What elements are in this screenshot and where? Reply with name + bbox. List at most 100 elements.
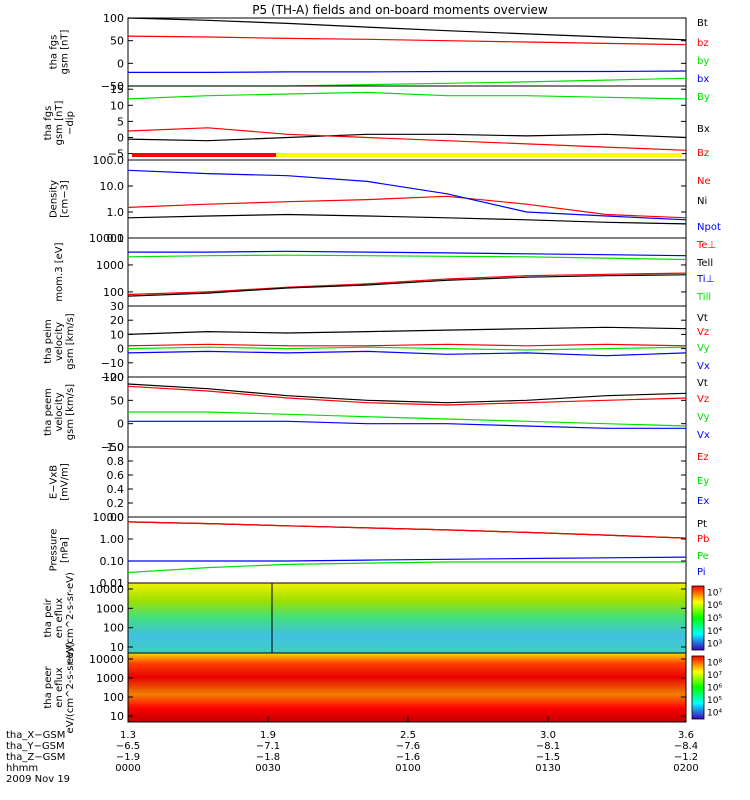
- legend-label: Ey: [697, 476, 709, 487]
- y-tick-label: 1000: [96, 602, 124, 615]
- status-bar-red: [132, 153, 276, 157]
- series-line-bz: [127, 35, 687, 46]
- legend-label: Ez: [697, 452, 709, 463]
- y-tick-label: 50: [110, 394, 124, 407]
- series-line-Pt: [127, 521, 687, 539]
- y-tick-label: −20: [101, 371, 124, 384]
- x-tick-label: 3.0: [540, 730, 556, 741]
- y-axis-label: eV/(cm^2-s-sr-eV): [65, 572, 76, 664]
- heatmap-9: [128, 653, 686, 722]
- y-axis-label: tha fgs: [49, 35, 60, 70]
- y-tick-label: 10000: [89, 232, 124, 245]
- x-row-label: hhmm: [6, 763, 38, 774]
- y-tick-label: 30: [110, 300, 124, 313]
- y-tick-label: 10: [110, 641, 124, 654]
- x-tick-label: −1.6: [396, 752, 420, 763]
- legend-label: Ti⊥: [696, 274, 714, 285]
- legend-label: Ni: [697, 196, 707, 207]
- series-line-Vy: [127, 346, 687, 351]
- legend-label: Vz: [697, 327, 709, 338]
- x-tick-label: 2.5: [400, 730, 416, 741]
- y-tick-label: 1.0: [107, 441, 125, 454]
- legend-label: Vt: [697, 378, 708, 389]
- colorbar-tick: 10⁶: [707, 601, 722, 611]
- y-tick-label: 100: [103, 12, 124, 25]
- y-tick-label: 10: [110, 710, 124, 723]
- series-line-Tell: [127, 274, 687, 297]
- x-row-label: tha_Z−GSM: [6, 752, 65, 763]
- colorbar-tick: 10⁷: [707, 588, 722, 598]
- y-axis-label: gsm [nT]: [60, 30, 71, 75]
- series-line-Till: [127, 254, 687, 261]
- colorbar-tick: 10⁶: [707, 684, 722, 694]
- y-tick-label: 0.4: [107, 483, 125, 496]
- x-tick-label: 0100: [395, 763, 420, 774]
- series-line-Ne: [127, 195, 687, 219]
- x-tick-label: 0000: [115, 763, 140, 774]
- legend-label: Npot: [697, 222, 721, 233]
- y-axis-label: velocity: [54, 392, 65, 431]
- y-axis-label: tha peem: [43, 388, 54, 436]
- y-tick-label: 0: [117, 343, 124, 356]
- x-tick-label: −7.1: [256, 741, 280, 752]
- legend-label: Vz: [697, 394, 709, 405]
- status-bar-yellow: [276, 153, 682, 157]
- series-line-Vt: [127, 326, 687, 335]
- series-line-Pb: [127, 521, 687, 539]
- x-row-label: tha_Y−GSM: [6, 741, 65, 752]
- legend-label: Till: [696, 292, 711, 303]
- y-axis-label: eV/(cm^2-s-sr-eV): [65, 641, 76, 733]
- y-axis-label: Pressure: [49, 529, 60, 572]
- date-label: 2009 Nov 19: [6, 774, 70, 785]
- legend-label: Ne: [697, 176, 711, 187]
- legend-label: Vy: [697, 343, 710, 354]
- series-line-Npot: [127, 169, 687, 221]
- series-line-Vz: [127, 343, 687, 347]
- colorbar-tick: 10⁵: [707, 696, 722, 706]
- legend-label: Pb: [697, 534, 709, 545]
- x-axis: 1.3−6.5−1.900001.9−7.1−1.800302.5−7.6−1.…: [6, 716, 699, 785]
- colorbar-tick: 10⁷: [707, 671, 722, 681]
- legend-label: Pe: [697, 551, 709, 562]
- y-tick-label: 10.00: [93, 511, 125, 524]
- panel-frame: [127, 17, 687, 87]
- y-tick-label: −5: [108, 148, 124, 161]
- y-tick-label: 0: [117, 131, 124, 144]
- y-tick-label: 100: [103, 622, 124, 635]
- y-tick-label: 100: [103, 371, 124, 384]
- colorbar-8: [691, 585, 705, 651]
- panel-8: 10⁷ 10⁶ 10⁵ 10⁴ 10³ 10000 1000 100 10 tha peir en …: [43, 572, 722, 664]
- panel-frame: [127, 516, 687, 584]
- panel-frame: [127, 446, 687, 518]
- series-line-by: [128, 77, 687, 87]
- legend-label: Tell: [696, 258, 713, 269]
- legend-label: Vy: [697, 412, 710, 423]
- panel-0: 100 50 0 −50 tha fgs gsm [nT] Bt bz by bx: [49, 12, 710, 93]
- x-tick-label: 1.3: [120, 730, 136, 741]
- x-tick-label: 3.6: [678, 730, 694, 741]
- y-tick-label: 100.0: [93, 154, 125, 167]
- y-tick-label: −50: [101, 441, 124, 454]
- y-tick-label: 0.2: [107, 497, 125, 510]
- x-tick-label: −7.6: [396, 741, 420, 752]
- series-line-Te⊥: [127, 272, 687, 296]
- y-tick-label: 20: [110, 314, 124, 327]
- series-line-Bx: [127, 133, 687, 142]
- series-line-By: [127, 91, 687, 100]
- colorbar-tick: 10⁴: [707, 627, 722, 637]
- panel-1: 15 10 5 0 −5 tha fgs gsm [nT] −dip By Bx Bz: [43, 83, 710, 160]
- legend-label: Bt: [697, 18, 708, 29]
- y-axis-label: −dip: [65, 111, 76, 135]
- series-line-Vx: [128, 420, 686, 429]
- legend-label: Vx: [697, 430, 710, 441]
- y-tick-label: 5: [117, 115, 124, 128]
- heatmap-8: [128, 583, 686, 653]
- y-tick-label: 10000: [89, 583, 124, 596]
- panel-7: 10.00 1.00 0.10 0.01 Pressure [nPa] Pt Pb Pe Pi: [49, 511, 710, 590]
- series-line-Ni: [127, 213, 687, 225]
- y-tick-label: 1.0: [107, 206, 125, 219]
- x-tick-label: −8.4: [674, 741, 698, 752]
- y-axis-label: tha fgs: [43, 106, 54, 141]
- y-tick-label: 1000: [96, 259, 124, 272]
